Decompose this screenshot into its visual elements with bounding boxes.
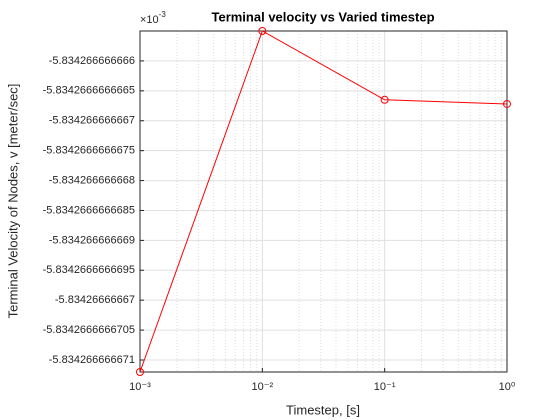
y-tick-label: -5.834266666666 (49, 55, 135, 67)
marker (380, 95, 389, 104)
plot-area (140, 31, 507, 372)
y-tick-label: -5.8342666666695 (43, 264, 135, 276)
y-exponent: ×10-3 (140, 10, 166, 26)
axes-box (139, 30, 508, 373)
y-tick-label: -5.8342666666675 (43, 145, 135, 157)
marker (503, 99, 511, 108)
marker (136, 368, 144, 376)
exp-base: ×10 (140, 14, 159, 26)
x-tick-label: 10⁻² (251, 381, 273, 393)
y-tick-label: -5.8342666666705 (43, 324, 135, 336)
x-tick-label: 10⁻¹ (374, 381, 396, 393)
x-axis-label: Timestep, [s] (286, 402, 360, 417)
x-tick-label: 10⁰ (499, 381, 516, 393)
marker (258, 27, 267, 35)
y-tick-label: -5.834266666671 (49, 354, 135, 366)
y-tick-label: -5.8342666666685 (43, 204, 135, 216)
y-tick-label: -5.834266666669 (49, 234, 135, 246)
line (139, 30, 508, 373)
chart-title: Terminal velocity vs Varied timestep (211, 9, 434, 24)
y-axis-label: Terminal Velocity of Nodes, v [meter/sec… (5, 84, 20, 319)
y-tick-label: -5.834266666667 (49, 115, 135, 127)
y-tick-label: -5.8342666666665 (43, 85, 135, 97)
y-tick-label: -5.83426666667 (55, 294, 135, 306)
y-tick-label: -5.834266666668 (49, 174, 135, 186)
x-tick-label: 10⁻³ (129, 381, 151, 393)
exp-power: -3 (159, 10, 167, 19)
